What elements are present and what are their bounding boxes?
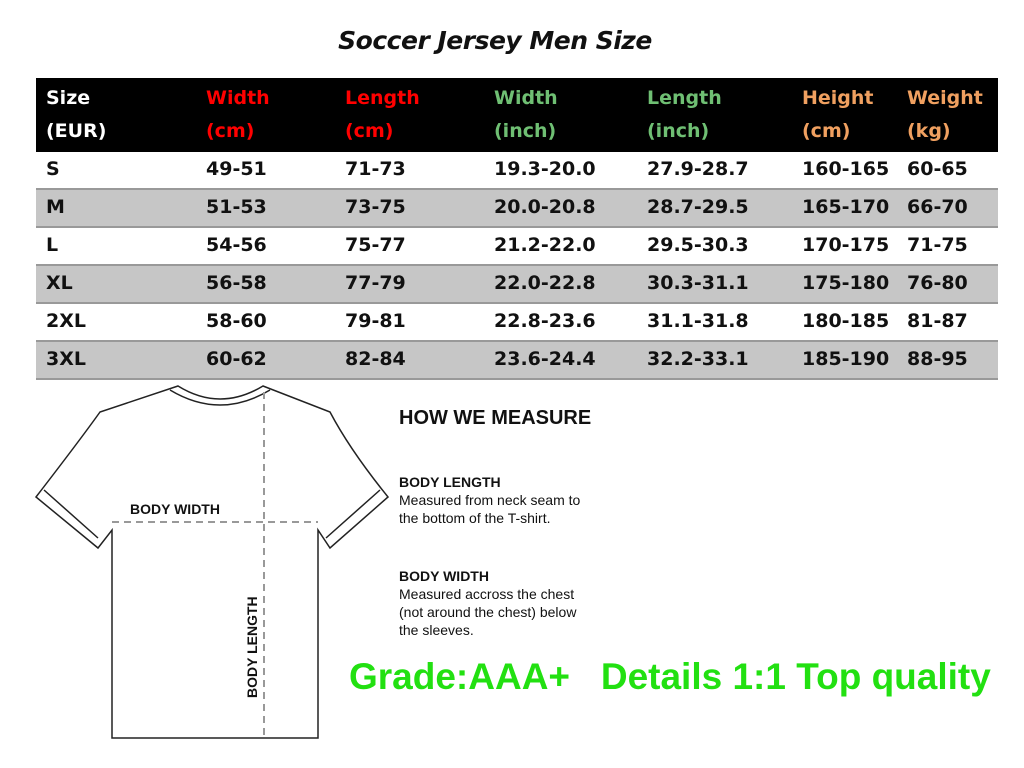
header-line: Width — [206, 87, 270, 109]
table-cell: M — [46, 196, 65, 218]
header-line: Size — [46, 87, 91, 109]
table-cell: 22.8-23.6 — [494, 310, 596, 332]
body-length-desc: the bottom of the T-shirt. — [399, 510, 551, 526]
body-length-label: BODY LENGTH — [244, 596, 260, 698]
body-length-title: BODY LENGTH — [399, 474, 501, 490]
header-unit: (inch) — [494, 120, 557, 142]
header-line: Width — [494, 87, 558, 109]
table-cell: S — [46, 158, 60, 180]
column-header: Height (cm) — [802, 82, 874, 148]
table-cell: 29.5-30.3 — [647, 234, 749, 256]
table-cell: 79-81 — [345, 310, 406, 332]
table-cell: 71-75 — [907, 234, 968, 256]
table-cell: 60-62 — [206, 348, 267, 370]
table-cell: 160-165 — [802, 158, 890, 180]
table-cell: 60-65 — [907, 158, 968, 180]
header-unit: (cm) — [206, 120, 255, 142]
table-cell: 75-77 — [345, 234, 406, 256]
body-length-desc: Measured from neck seam to — [399, 492, 581, 508]
column-header: Size (EUR) — [46, 82, 106, 148]
table-row: L 54-56 75-77 21.2-22.0 29.5-30.3 170-175 71-7… — [36, 228, 998, 266]
table-cell: 76-80 — [907, 272, 968, 294]
table-cell: 21.2-22.0 — [494, 234, 596, 256]
table-row: XL 56-58 77-79 22.0-22.8 30.3-31.1 175-180 76-… — [36, 266, 998, 304]
header-unit: (cm) — [802, 120, 851, 142]
table-row: M 51-53 73-75 20.0-20.8 28.7-29.5 165-170 66-7… — [36, 190, 998, 228]
table-cell: 27.9-28.7 — [647, 158, 749, 180]
header-line: Length — [647, 87, 722, 109]
header-unit: (inch) — [647, 120, 710, 142]
column-header: Width (inch) — [494, 82, 558, 148]
table-cell: 2XL — [46, 310, 86, 332]
table-cell: 30.3-31.1 — [647, 272, 749, 294]
table-cell: 56-58 — [206, 272, 267, 294]
column-header: Length (cm) — [345, 82, 420, 148]
table-cell: 32.2-33.1 — [647, 348, 749, 370]
header-unit: (EUR) — [46, 120, 107, 142]
table-cell: 54-56 — [206, 234, 267, 256]
table-row: 3XL 60-62 82-84 23.6-24.4 32.2-33.1 185-190 88… — [36, 342, 998, 380]
table-cell: 73-75 — [345, 196, 406, 218]
table-cell: 22.0-22.8 — [494, 272, 596, 294]
table-cell: 175-180 — [802, 272, 890, 294]
table-cell: 71-73 — [345, 158, 406, 180]
table-cell: 66-70 — [907, 196, 968, 218]
table-cell: 82-84 — [345, 348, 406, 370]
body-width-desc: the sleeves. — [399, 622, 474, 638]
table-cell: 185-190 — [802, 348, 890, 370]
header-line: Weight — [907, 87, 983, 109]
header-unit: (kg) — [907, 120, 951, 142]
table-row: S 49-51 71-73 19.3-20.0 27.9-28.7 160-165 60-6… — [36, 152, 998, 190]
body-width-desc: (not around the chest) below — [399, 604, 577, 620]
table-header: Size (EUR) Width (cm) Length (cm) Width (inch) L… — [36, 78, 998, 152]
table-cell: 23.6-24.4 — [494, 348, 596, 370]
column-header: Length (inch) — [647, 82, 722, 148]
table-cell: 20.0-20.8 — [494, 196, 596, 218]
column-header: Width (cm) — [206, 82, 270, 148]
header-line: Length — [345, 87, 420, 109]
table-cell: 51-53 — [206, 196, 267, 218]
table-cell: 88-95 — [907, 348, 968, 370]
how-we-measure-heading: HOW WE MEASURE — [399, 407, 592, 429]
size-table: Size (EUR) Width (cm) Length (cm) Width (inch) L… — [36, 78, 998, 380]
table-cell: XL — [46, 272, 73, 294]
table-row: 2XL 58-60 79-81 22.8-23.6 31.1-31.8 180-185 81… — [36, 304, 998, 342]
tshirt-outline — [34, 385, 390, 739]
table-cell: L — [46, 234, 59, 256]
body-width-label: BODY WIDTH — [130, 501, 220, 517]
body-width-section: BODY WIDTH Measured accross the chest (n… — [399, 567, 576, 639]
table-cell: 28.7-29.5 — [647, 196, 749, 218]
table-cell: 19.3-20.0 — [494, 158, 596, 180]
header-line: Height — [802, 87, 874, 109]
table-cell: 165-170 — [802, 196, 890, 218]
table-cell: 170-175 — [802, 234, 890, 256]
table-cell: 49-51 — [206, 158, 267, 180]
body-length-section: BODY LENGTH Measured from neck seam to t… — [399, 473, 580, 527]
table-cell: 3XL — [46, 348, 86, 370]
table-cell: 58-60 — [206, 310, 267, 332]
page-title: Soccer Jersey Men Size — [338, 26, 652, 55]
column-header: Weight (kg) — [907, 82, 983, 148]
table-cell: 77-79 — [345, 272, 406, 294]
table-cell: 81-87 — [907, 310, 968, 332]
body-width-title: BODY WIDTH — [399, 568, 489, 584]
table-cell: 31.1-31.8 — [647, 310, 749, 332]
header-unit: (cm) — [345, 120, 394, 142]
body-width-desc: Measured accross the chest — [399, 586, 575, 602]
grade-banner: Grade:AAA+ Details 1:1 Top quality — [349, 656, 991, 697]
table-cell: 180-185 — [802, 310, 890, 332]
